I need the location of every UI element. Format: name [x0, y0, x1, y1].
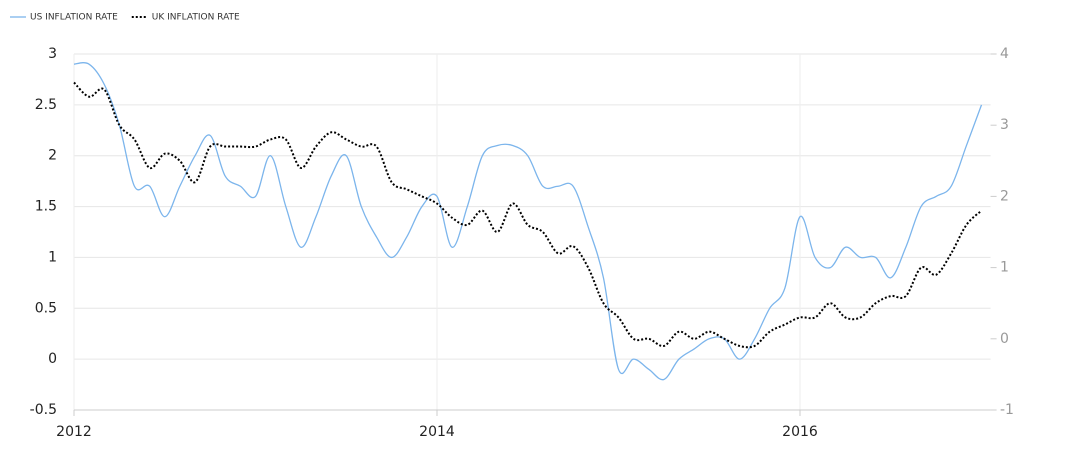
series-line	[73, 62, 983, 381]
y-tick-label: -0.5	[30, 402, 57, 418]
y-tick-label: 0	[48, 351, 57, 367]
legend-label: UK INFLATION RATE	[152, 13, 240, 23]
y-tick-label: 1.5	[35, 199, 57, 215]
y-tick-label: 3	[48, 46, 57, 62]
y-tick-label: 2.5	[35, 97, 57, 113]
legend-label: US INFLATION RATE	[30, 13, 118, 23]
y2-tick-label: -1	[1000, 402, 1014, 418]
x-tick-label: 2012	[56, 424, 92, 440]
series-line	[73, 81, 983, 349]
y-tick-label: 1	[48, 249, 57, 265]
y2-tick-label: 4	[1000, 46, 1009, 62]
x-tick-label: 2016	[782, 424, 818, 440]
y2-tick-label: 2	[1000, 188, 1009, 204]
y-tick-label: 0.5	[35, 300, 57, 316]
x-tick-label: 2014	[419, 424, 455, 440]
y-tick-label: 2	[48, 148, 57, 164]
y2-tick-label: 0	[1000, 331, 1009, 347]
y2-tick-label: 1	[1000, 260, 1009, 276]
y2-tick-label: 3	[1000, 117, 1009, 133]
